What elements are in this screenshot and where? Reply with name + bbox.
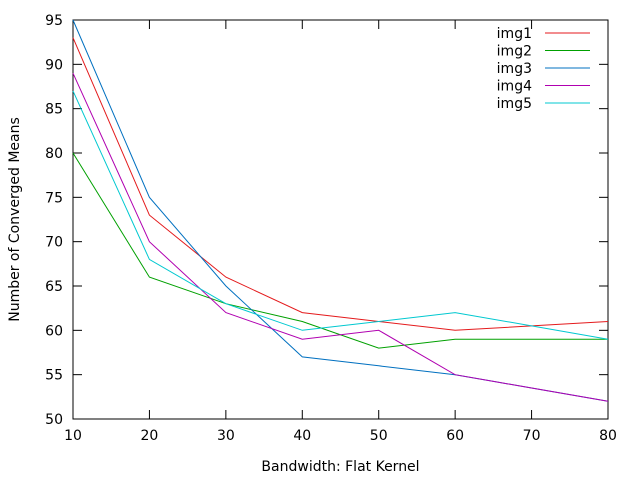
plot-border [72, 19, 609, 420]
series-line-img1 [72, 37, 609, 331]
y-tick-label: 95 [45, 13, 63, 29]
series-line-img4 [72, 72, 609, 402]
x-axis-ticks: 10 20 30 40 50 60 70 80 [64, 20, 617, 444]
x-tick-label: 70 [523, 428, 541, 444]
series-line-img3 [72, 19, 609, 402]
y-axis-ticks: 50 55 60 65 70 75 80 85 90 95 [45, 13, 608, 428]
x-tick-label: 30 [217, 428, 235, 444]
x-tick-label: 10 [64, 428, 82, 444]
y-tick-label: 80 [45, 146, 63, 162]
x-tick-label: 50 [370, 428, 388, 444]
y-tick-label: 70 [45, 235, 63, 251]
y-axis-title: Number of Converged Means [7, 117, 23, 322]
x-tick-label: 40 [293, 428, 311, 444]
y-tick-label: 55 [45, 368, 63, 384]
y-tick-label: 90 [45, 57, 63, 73]
y-tick-label: 50 [45, 412, 63, 428]
x-tick-label: 60 [446, 428, 464, 444]
plot-frame [72, 19, 609, 420]
x-tick-label: 20 [141, 428, 159, 444]
y-tick-label: 60 [45, 323, 63, 339]
series-line-img5 [72, 90, 609, 340]
series-lines [72, 19, 609, 402]
legend-label-img4: img4 [497, 79, 532, 95]
y-tick-label: 85 [45, 102, 63, 118]
legend-label-img2: img2 [497, 44, 532, 60]
y-tick-label: 65 [45, 279, 63, 295]
legend-label-img1: img1 [497, 26, 532, 42]
x-tick-label: 80 [599, 428, 617, 444]
y-tick-label: 75 [45, 190, 63, 206]
legend-label-img5: img5 [497, 96, 532, 112]
legend-label-img3: img3 [497, 61, 532, 77]
series-line-img2 [72, 152, 608, 349]
x-axis-title: Bandwidth: Flat Kernel [261, 459, 419, 475]
